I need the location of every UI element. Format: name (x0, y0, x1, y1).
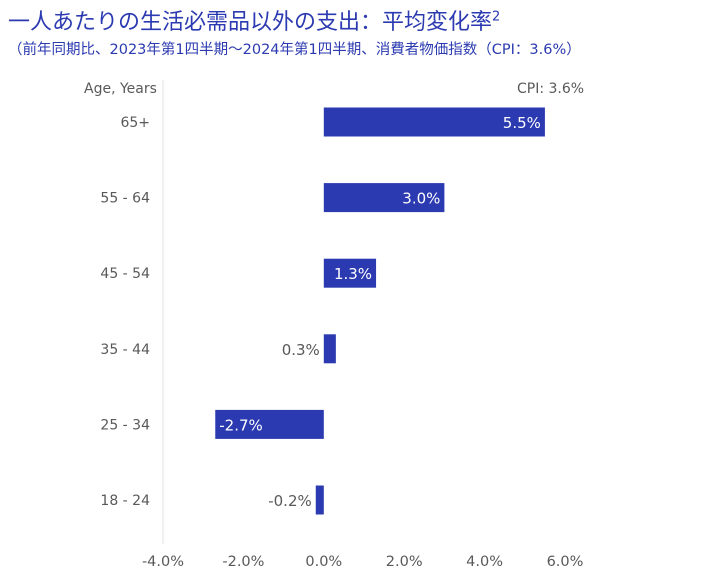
data-label: -2.7% (219, 416, 263, 434)
cpi-reference-label: CPI: 3.6% (517, 81, 584, 97)
x-tick-label: 0.0% (305, 554, 342, 570)
x-tick-label: 4.0% (466, 554, 503, 570)
bar-65- (323, 107, 545, 137)
data-label: 5.5% (503, 114, 541, 132)
category-label: 65+ (120, 115, 150, 131)
x-tick-label: -2.0% (222, 554, 264, 570)
x-tick-label: 6.0% (547, 554, 584, 570)
category-label: 55 - 64 (100, 191, 150, 207)
data-label: -0.2% (268, 492, 312, 510)
y-axis-label: Age, Years (84, 81, 157, 97)
category-label: 35 - 44 (100, 342, 150, 358)
bar-25-34 (215, 409, 324, 439)
data-label: 3.0% (402, 190, 440, 208)
chart-title: 一人あたりの生活必需品以外の支出：平均変化率2 (8, 9, 501, 35)
bar-55-64 (323, 183, 445, 213)
bar-45-54 (323, 258, 377, 288)
bar-35-44 (323, 334, 336, 364)
x-tick-label: -4.0% (142, 554, 184, 570)
data-label: 1.3% (334, 265, 372, 283)
category-label: 18 - 24 (100, 493, 150, 509)
bar-18-24 (315, 485, 324, 515)
category-label: 25 - 34 (100, 417, 150, 433)
x-tick-label: 2.0% (386, 554, 423, 570)
data-label: 0.3% (282, 341, 320, 359)
chart-subtitle: （前年同期比、2023年第1四半期～2024年第1四半期、消費者物価指数（CPI… (8, 42, 581, 58)
category-label: 45 - 54 (100, 266, 150, 282)
